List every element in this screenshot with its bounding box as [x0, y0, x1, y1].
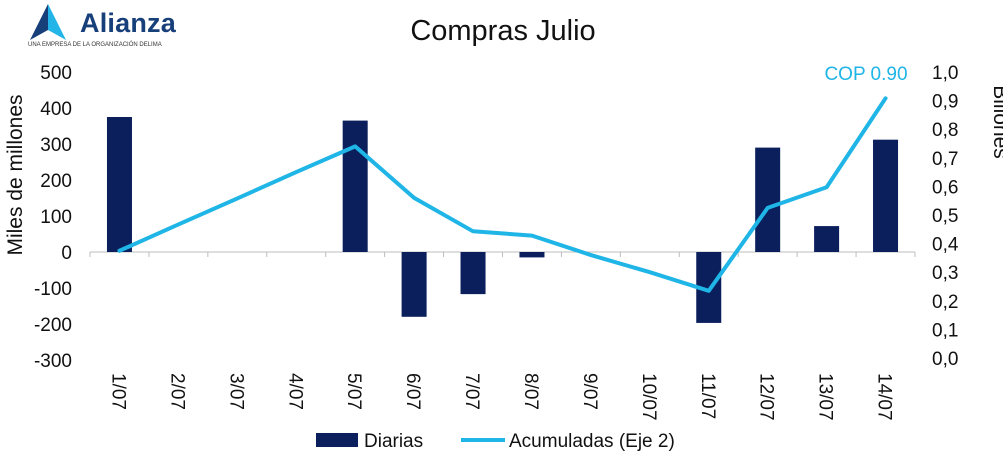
- x-tick-label: 12/07: [756, 373, 777, 421]
- bar-diarias-14-07: [873, 139, 899, 252]
- x-tick-label: 1/07: [107, 373, 128, 410]
- logo-tagline: UNA EMPRESA DE LA ORGANIZACIÓN DELIMA: [28, 42, 162, 48]
- line-point-acumuladas: [354, 145, 356, 147]
- line-point-acumuladas: [590, 254, 592, 256]
- x-tick-label: 4/07: [284, 373, 305, 410]
- x-tick-label: 13/07: [815, 373, 836, 421]
- line-point-acumuladas: [531, 235, 533, 237]
- bar-diarias-5-07: [342, 120, 368, 252]
- x-tick-label: 11/07: [697, 373, 718, 419]
- y2-tick-label: 0,3: [932, 263, 958, 284]
- line-point-acumuladas: [236, 197, 238, 199]
- y2-tick-label: 0,1: [932, 320, 958, 341]
- y-tick-label: -200: [34, 315, 72, 336]
- y-tick-label: -300: [34, 351, 72, 372]
- y2-tick-label: 0,7: [932, 149, 958, 170]
- line-point-acumuladas: [708, 290, 710, 292]
- legend-label-diarias: Diarias: [364, 431, 423, 452]
- logo-wordmark: Alianza: [80, 8, 176, 38]
- x-tick-label: 3/07: [225, 373, 246, 410]
- y2-tick-label: 1,0: [932, 63, 958, 84]
- x-tick-label: 6/07: [402, 373, 423, 410]
- line-point-acumuladas: [413, 197, 415, 199]
- y-tick-label: 100: [40, 207, 72, 228]
- y-tick-label: -100: [34, 279, 72, 300]
- x-tick-label: 10/07: [638, 373, 659, 421]
- alianza-triangle-icon: [30, 4, 66, 40]
- y2-tick-label: 0,9: [932, 92, 958, 113]
- bar-diarias-1-07: [106, 117, 132, 252]
- x-tick-label: 8/07: [520, 373, 541, 410]
- y-axis-title: Miles de millones: [4, 94, 27, 255]
- x-tick-label: 7/07: [461, 373, 482, 410]
- y2-tick-label: 0,6: [932, 177, 958, 198]
- y-tick-label: 400: [40, 99, 72, 120]
- line-point-acumuladas: [472, 230, 474, 232]
- y2-tick-label: 0,4: [932, 235, 959, 256]
- line-point-acumuladas: [177, 223, 179, 225]
- y2-tick-label: 0,8: [932, 120, 958, 141]
- bar-diarias-13-07: [814, 226, 840, 252]
- line-point-acumuladas: [118, 250, 120, 252]
- line-point-acumuladas: [826, 186, 828, 188]
- chart-title: Compras Julio: [410, 15, 595, 47]
- x-tick-label: 5/07: [343, 373, 364, 410]
- x-tick-label: 14/07: [874, 373, 895, 421]
- y2-tick-label: 0,5: [932, 206, 958, 227]
- x-tick-label: 9/07: [579, 373, 600, 410]
- line-acumuladas: [117, 96, 888, 293]
- bar-diarias-12-07: [755, 147, 781, 252]
- legend-swatch-diarias: [316, 433, 358, 447]
- bar-diarias-7-07: [460, 252, 486, 295]
- y-tick-label: 500: [40, 63, 72, 84]
- y2-tick-label: 0,0: [932, 349, 958, 370]
- bar-diarias-6-07: [401, 252, 427, 317]
- y2-axis-title: Billones: [989, 85, 1003, 159]
- alianza-logo: Alianza UNA EMPRESA DE LA ORGANIZACIÓN D…: [24, 2, 176, 52]
- y-tick-label: 200: [40, 171, 72, 192]
- y2-tick-label: 0,2: [932, 292, 958, 313]
- y-tick-label: 300: [40, 135, 72, 156]
- y-tick-label: 0: [61, 243, 72, 264]
- legend-label-acumuladas: Acumuladas (Eje 2): [509, 431, 675, 452]
- line-point-acumuladas: [649, 271, 651, 273]
- x-tick-label: 2/07: [166, 373, 187, 410]
- line-point-acumuladas: [295, 171, 297, 173]
- annotation-cop: COP 0.90: [824, 64, 907, 85]
- line-point-acumuladas: [885, 97, 887, 99]
- line-point-acumuladas: [767, 207, 769, 209]
- bar-diarias-8-07: [519, 252, 545, 258]
